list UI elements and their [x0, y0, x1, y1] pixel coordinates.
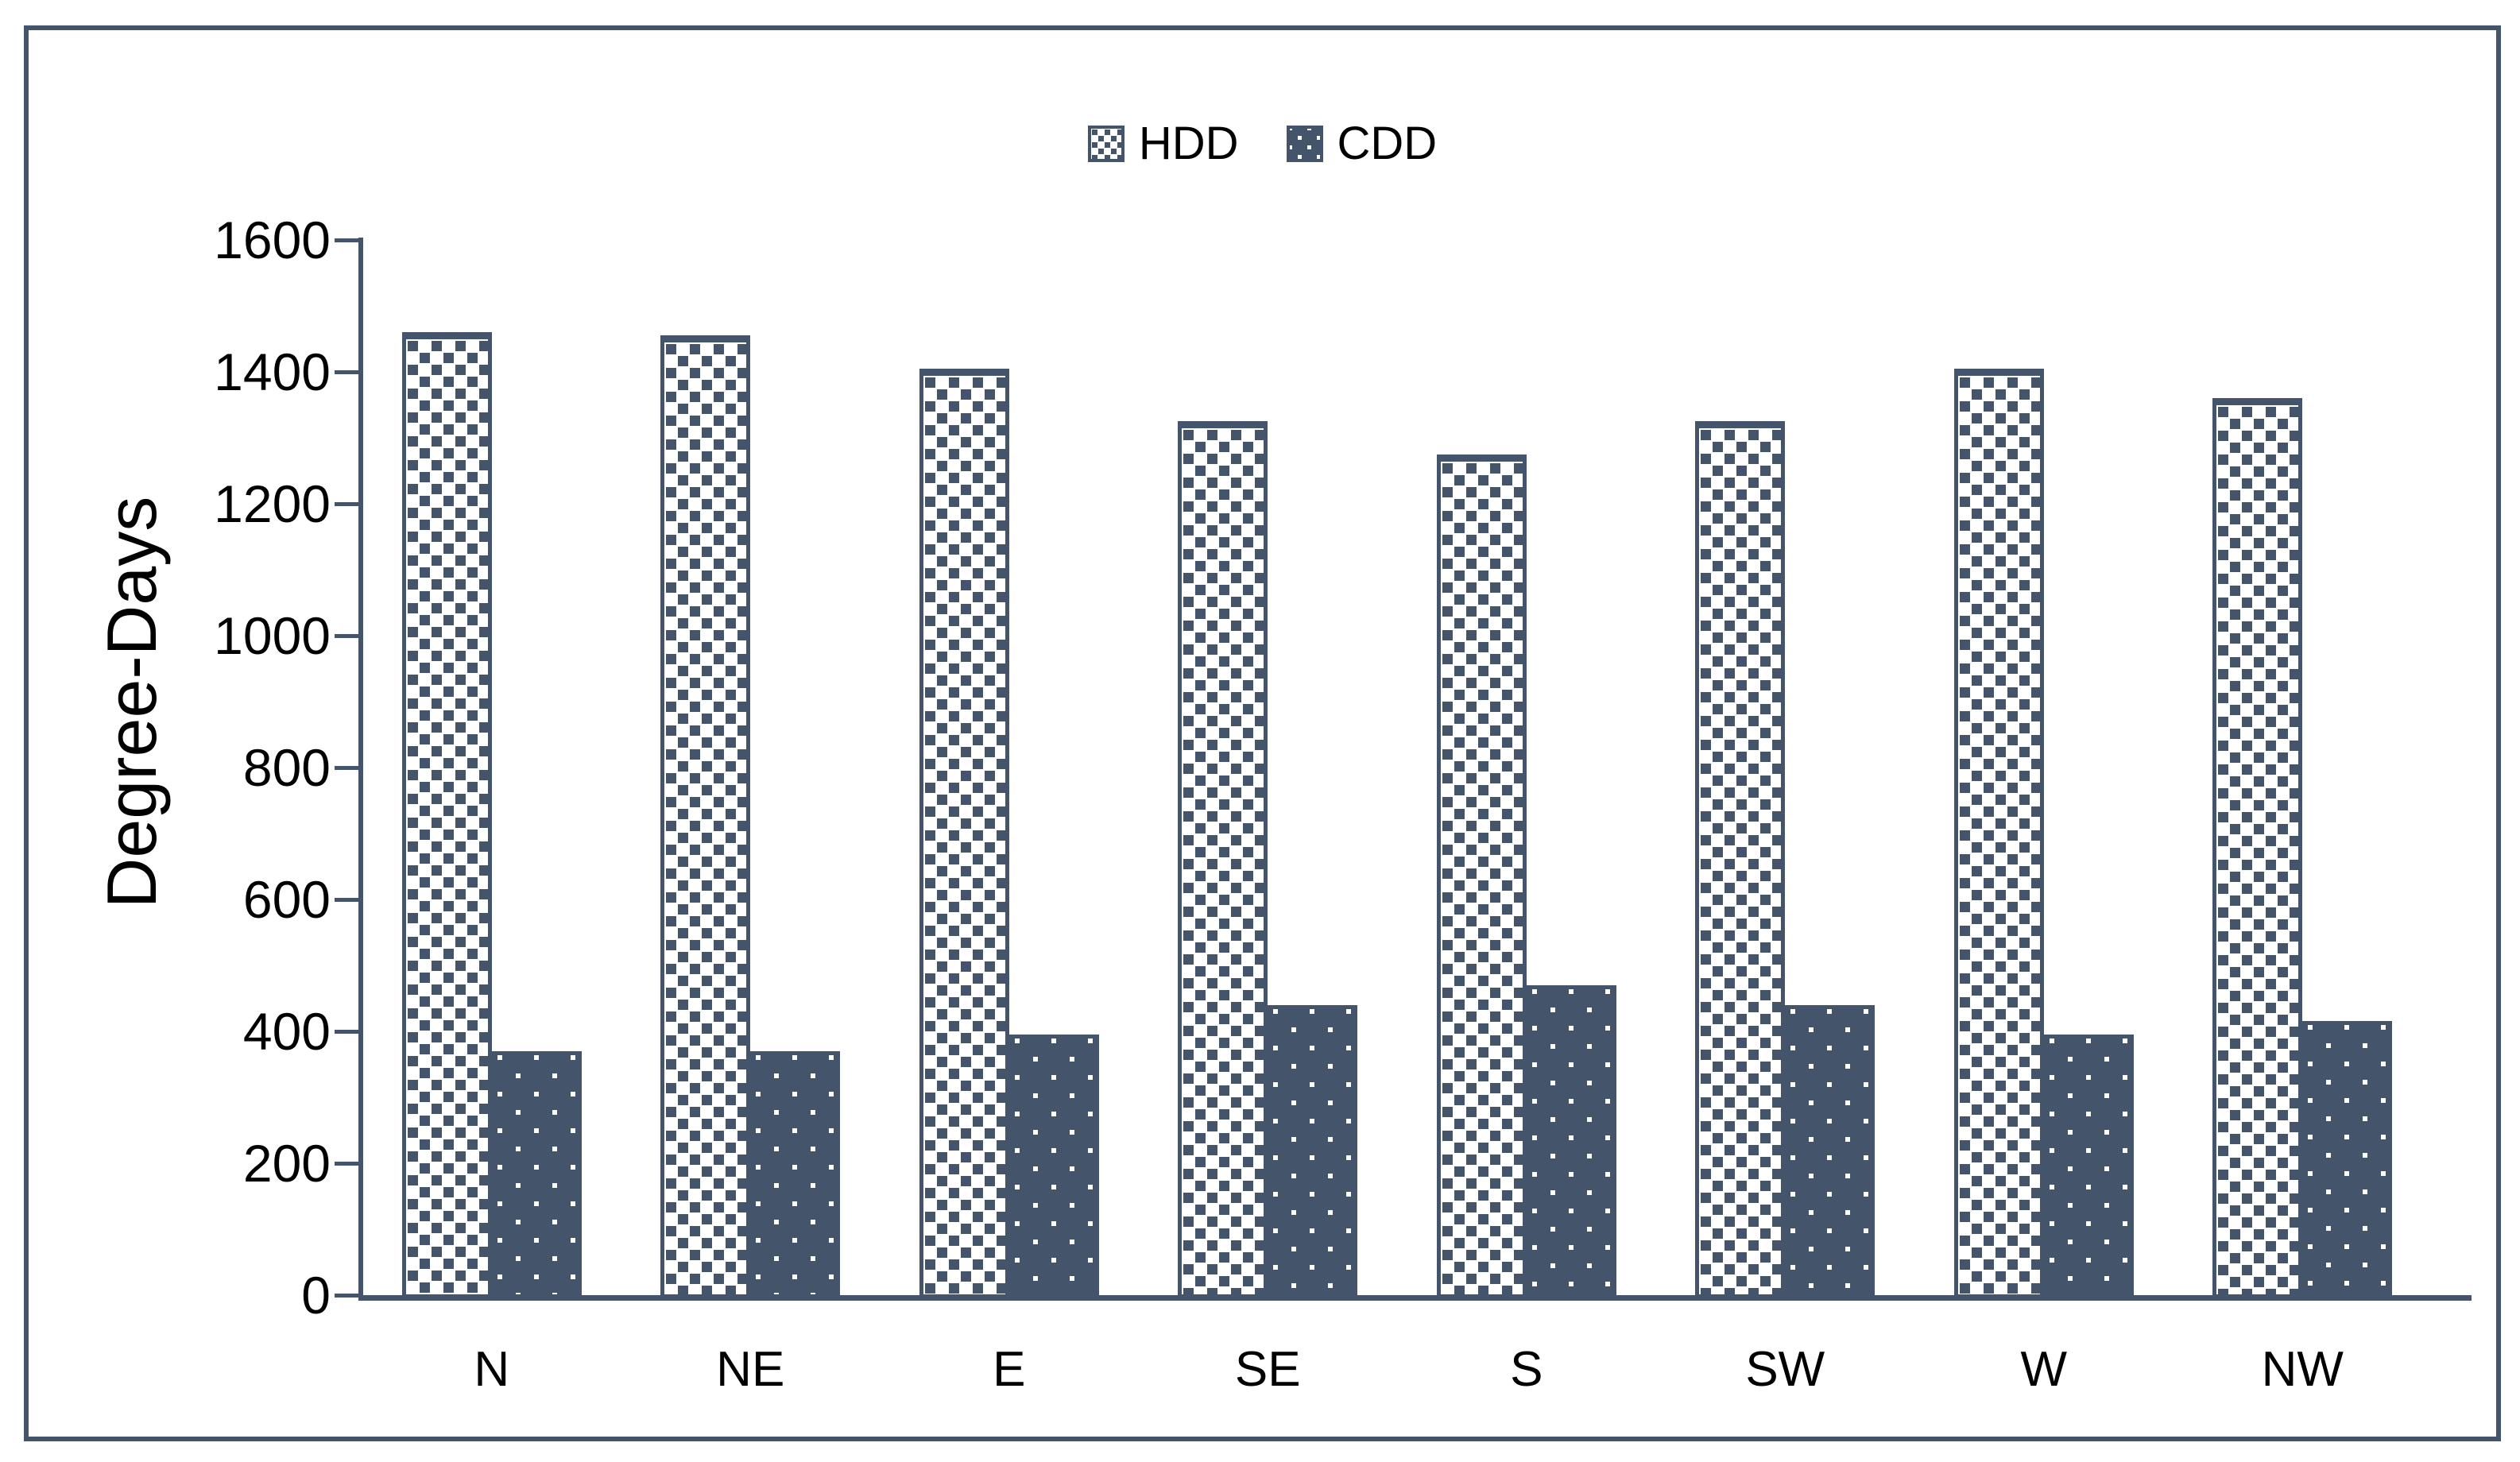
x-tick-label-nw: NW [2261, 1342, 2344, 1397]
bar-cdd-w [2043, 1035, 2134, 1298]
bar-hdd-n [401, 332, 492, 1298]
bar-hdd-sw [1695, 421, 1786, 1298]
y-tick-label: 1200 [214, 474, 331, 533]
y-tick-label: 1400 [214, 342, 331, 401]
x-axis-line [358, 1295, 2472, 1301]
y-tick [335, 766, 358, 770]
y-tick [335, 634, 358, 638]
hdd-swatch-icon [1087, 126, 1125, 162]
x-tick-label-se: SE [1234, 1342, 1301, 1397]
legend-item-hdd: HDD [1087, 118, 1239, 169]
legend: HDD CDD [29, 121, 2496, 167]
bar-hdd-e [919, 368, 1009, 1298]
bar-cdd-nw [2302, 1021, 2393, 1298]
y-tick-label: 200 [242, 1134, 331, 1193]
y-tick [335, 1030, 358, 1034]
bar-cdd-e [1008, 1035, 1099, 1298]
bar-cdd-sw [1785, 1004, 1875, 1298]
y-tick [335, 898, 358, 902]
bar-cdd-se [1268, 1004, 1358, 1298]
bar-hdd-se [1178, 421, 1268, 1298]
y-tick [335, 370, 358, 374]
y-axis-line [358, 238, 363, 1300]
bar-cdd-ne [750, 1050, 841, 1298]
plot-area: 0 200 400 600 800 1000 1200 1400 1600 N NE E SE S SW W N… [29, 30, 2496, 1437]
bar-hdd-w [1953, 368, 2044, 1298]
y-tick [335, 238, 358, 242]
x-tick-label-e: E [993, 1342, 1026, 1397]
x-tick-label-sw: SW [1745, 1342, 1825, 1397]
figure-border: HDD CDD Degree-Days 0 200 400 600 800 1000 120… [24, 25, 2501, 1441]
bar-hdd-ne [660, 335, 751, 1298]
y-tick-label: 800 [242, 738, 331, 797]
y-tick-label: 1600 [214, 211, 331, 269]
bar-hdd-s [1436, 454, 1527, 1298]
y-tick [335, 1294, 358, 1298]
y-tick-label: 400 [242, 1002, 331, 1061]
x-tick-label-n: N [474, 1342, 510, 1397]
legend-item-cdd: CDD [1286, 118, 1438, 169]
bar-cdd-s [1526, 984, 1616, 1298]
y-tick-label: 0 [301, 1266, 331, 1325]
bar-hdd-nw [2212, 398, 2303, 1298]
y-tick-label: 600 [242, 870, 331, 929]
legend-label-cdd: CDD [1337, 118, 1438, 169]
x-tick-label-ne: NE [716, 1342, 785, 1397]
legend-label-hdd: HDD [1138, 118, 1239, 169]
y-tick [335, 502, 358, 506]
cdd-swatch-icon [1286, 126, 1323, 162]
y-tick [335, 1162, 358, 1166]
y-tick-label: 1000 [214, 606, 331, 665]
x-tick-label-s: S [1510, 1342, 1543, 1397]
bar-cdd-n [491, 1050, 582, 1298]
x-tick-label-w: W [2020, 1342, 2068, 1397]
